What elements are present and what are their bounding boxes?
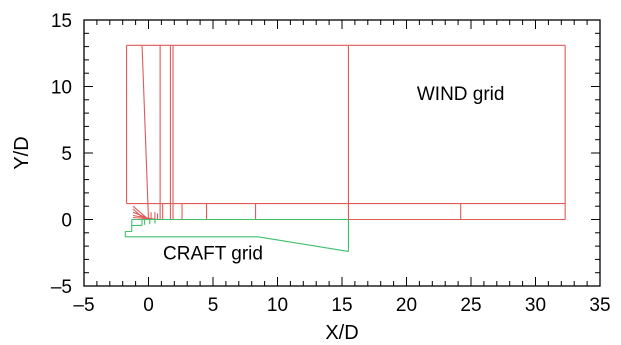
plot-frame [83,19,601,287]
x-tick-label: –5 [73,295,94,316]
x-axis-title: X/D [325,322,358,344]
y-tick-label: 15 [51,11,72,32]
wind-grid-lines [126,44,566,221]
y-tick-labels: –5 0 5 10 15 [51,11,72,298]
x-tick-label: 35 [589,295,610,316]
y-axis-title: Y/D [11,136,33,169]
x-tick-label: 20 [396,295,417,316]
y-tick-label: 5 [61,144,72,165]
y-tick-label: 0 [61,211,72,232]
axis-ticks [83,19,601,287]
y-tick-label: 10 [51,78,72,99]
x-tick-label: 25 [460,295,481,316]
annotation-wind-grid: WIND grid [417,84,505,105]
craft-grid-lines [124,218,350,252]
x-tick-label: 5 [208,295,219,316]
annotation-craft-grid: CRAFT grid [163,243,263,264]
craft-grid-line-5 [258,236,349,252]
annotations: WIND grid CRAFT grid [163,84,504,265]
x-tick-label: 15 [331,295,352,316]
x-tick-label: 30 [525,295,546,316]
x-tick-label: 0 [143,295,154,316]
x-tick-labels: –5 0 5 10 15 20 25 30 35 [73,295,610,316]
x-tick-label: 10 [267,295,288,316]
wind-grid-line-14 [141,45,150,220]
y-tick-label: –5 [51,277,72,298]
